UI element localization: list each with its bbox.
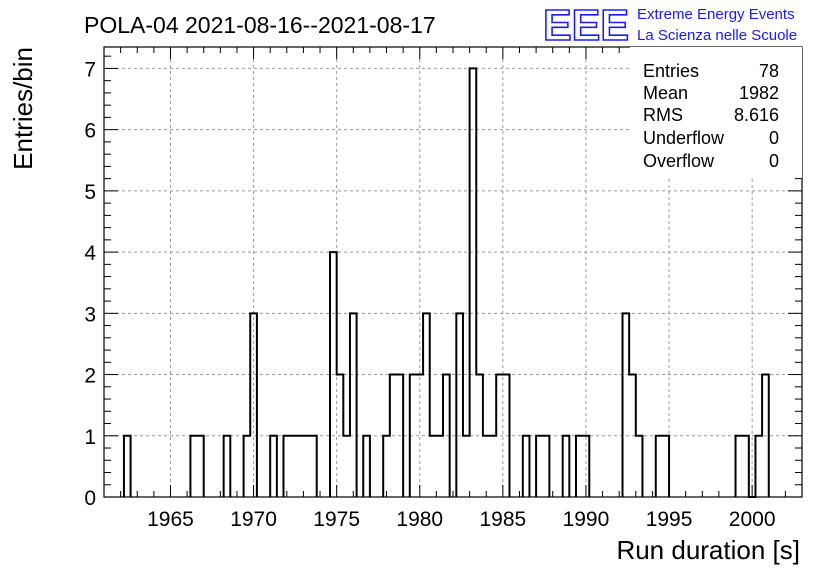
- x-tick-label: 1975: [313, 508, 360, 531]
- y-tick-label: 6: [84, 120, 96, 143]
- stats-box: Entries 78 Mean 1982 RMS 8.616 Underflow…: [630, 47, 802, 178]
- y-tick-label: 3: [84, 303, 96, 326]
- logo-line-1: Extreme Energy Events: [637, 6, 795, 23]
- stat-label-underflow: Underflow: [643, 128, 725, 148]
- y-tick-label: 1: [84, 426, 96, 449]
- stat-value-rms: 8.616: [734, 105, 779, 125]
- logo-line-2: La Scienza nelle Scuole: [637, 27, 797, 44]
- stat-value-entries: 78: [759, 61, 779, 81]
- x-tick-label: 1985: [479, 508, 526, 531]
- y-axis-label: Entries/bin: [8, 47, 38, 170]
- x-axis-label: Run duration [s]: [616, 535, 800, 565]
- stat-value-underflow: 0: [769, 128, 779, 148]
- x-tick-label: 1970: [230, 508, 277, 531]
- x-tick-label: 1995: [646, 508, 693, 531]
- x-tick-label: 2000: [729, 508, 776, 531]
- stat-label-entries: Entries: [643, 61, 699, 81]
- y-tick-label: 0: [84, 487, 96, 510]
- grid: [104, 47, 802, 497]
- eee-logo: EEE Extreme Energy Events La Scienza nel…: [542, 0, 797, 51]
- stat-value-mean: 1982: [739, 83, 779, 103]
- histogram-outline: [122, 67, 770, 498]
- y-tick-label: 4: [84, 242, 96, 265]
- stat-value-overflow: 0: [769, 151, 779, 171]
- stat-label-overflow: Overflow: [643, 151, 715, 171]
- logo-letters: EEE: [543, 1, 629, 50]
- x-tick-label: 1965: [147, 508, 194, 531]
- stat-label-rms: RMS: [643, 105, 683, 125]
- stat-label-mean: Mean: [643, 83, 688, 103]
- x-tick-label: 1980: [396, 508, 443, 531]
- x-tick-label: 1990: [563, 508, 610, 531]
- y-tick-label: 5: [84, 181, 96, 204]
- stats-box-bg: [630, 47, 802, 178]
- y-tick-label: 2: [84, 365, 96, 388]
- y-tick-label: 7: [84, 58, 96, 81]
- chart-title: POLA-04 2021-08-16--2021-08-17: [84, 12, 436, 38]
